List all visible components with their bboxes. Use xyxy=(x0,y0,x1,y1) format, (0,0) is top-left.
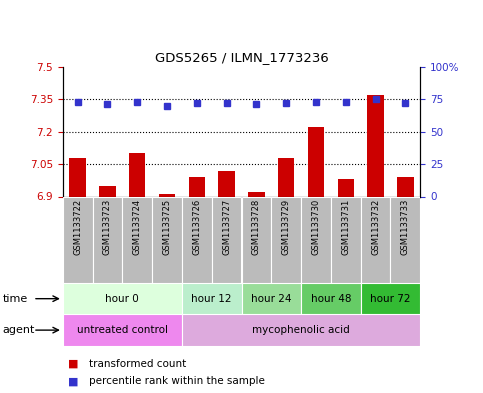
Text: GSM1133724: GSM1133724 xyxy=(133,199,142,255)
Bar xyxy=(63,314,182,346)
Text: hour 72: hour 72 xyxy=(370,294,411,304)
Bar xyxy=(212,196,242,283)
Bar xyxy=(397,177,413,196)
Bar xyxy=(308,127,324,196)
Text: GSM1133733: GSM1133733 xyxy=(401,199,410,255)
Text: untreated control: untreated control xyxy=(77,325,168,335)
Text: hour 0: hour 0 xyxy=(105,294,139,304)
Text: ■: ■ xyxy=(68,358,82,369)
Bar xyxy=(331,196,361,283)
Text: mycophenolic acid: mycophenolic acid xyxy=(252,325,350,335)
Text: agent: agent xyxy=(2,325,35,335)
Bar xyxy=(159,195,175,196)
Bar xyxy=(189,177,205,196)
Bar xyxy=(361,196,390,283)
Bar xyxy=(218,171,235,196)
Bar xyxy=(122,196,152,283)
Bar xyxy=(63,196,93,283)
Bar xyxy=(70,158,86,196)
Bar xyxy=(361,283,420,314)
Text: GSM1133729: GSM1133729 xyxy=(282,199,291,255)
Bar xyxy=(278,158,294,196)
Text: hour 24: hour 24 xyxy=(251,294,292,304)
Text: GSM1133726: GSM1133726 xyxy=(192,199,201,255)
Bar xyxy=(301,196,331,283)
Bar xyxy=(99,186,115,196)
Title: GDS5265 / ILMN_1773236: GDS5265 / ILMN_1773236 xyxy=(155,51,328,64)
Text: GSM1133730: GSM1133730 xyxy=(312,199,320,255)
Text: GSM1133732: GSM1133732 xyxy=(371,199,380,255)
Text: GSM1133723: GSM1133723 xyxy=(103,199,112,255)
Bar xyxy=(93,196,122,283)
Text: percentile rank within the sample: percentile rank within the sample xyxy=(89,376,265,386)
Bar xyxy=(129,153,145,196)
Text: time: time xyxy=(2,294,28,304)
Bar xyxy=(242,283,301,314)
Bar xyxy=(182,314,420,346)
Bar xyxy=(271,196,301,283)
Text: hour 48: hour 48 xyxy=(311,294,351,304)
Text: ■: ■ xyxy=(68,376,82,386)
Bar xyxy=(242,196,271,283)
Text: GSM1133727: GSM1133727 xyxy=(222,199,231,255)
Bar xyxy=(248,192,265,196)
Bar xyxy=(338,179,354,196)
Text: GSM1133722: GSM1133722 xyxy=(73,199,82,255)
Text: transformed count: transformed count xyxy=(89,358,186,369)
Text: GSM1133725: GSM1133725 xyxy=(163,199,171,255)
Bar xyxy=(368,95,384,196)
Text: GSM1133731: GSM1133731 xyxy=(341,199,350,255)
Text: GSM1133728: GSM1133728 xyxy=(252,199,261,255)
Bar xyxy=(182,283,242,314)
Bar xyxy=(152,196,182,283)
Text: hour 12: hour 12 xyxy=(191,294,232,304)
Bar xyxy=(390,196,420,283)
Bar xyxy=(182,196,212,283)
Bar xyxy=(301,283,361,314)
Bar xyxy=(63,283,182,314)
